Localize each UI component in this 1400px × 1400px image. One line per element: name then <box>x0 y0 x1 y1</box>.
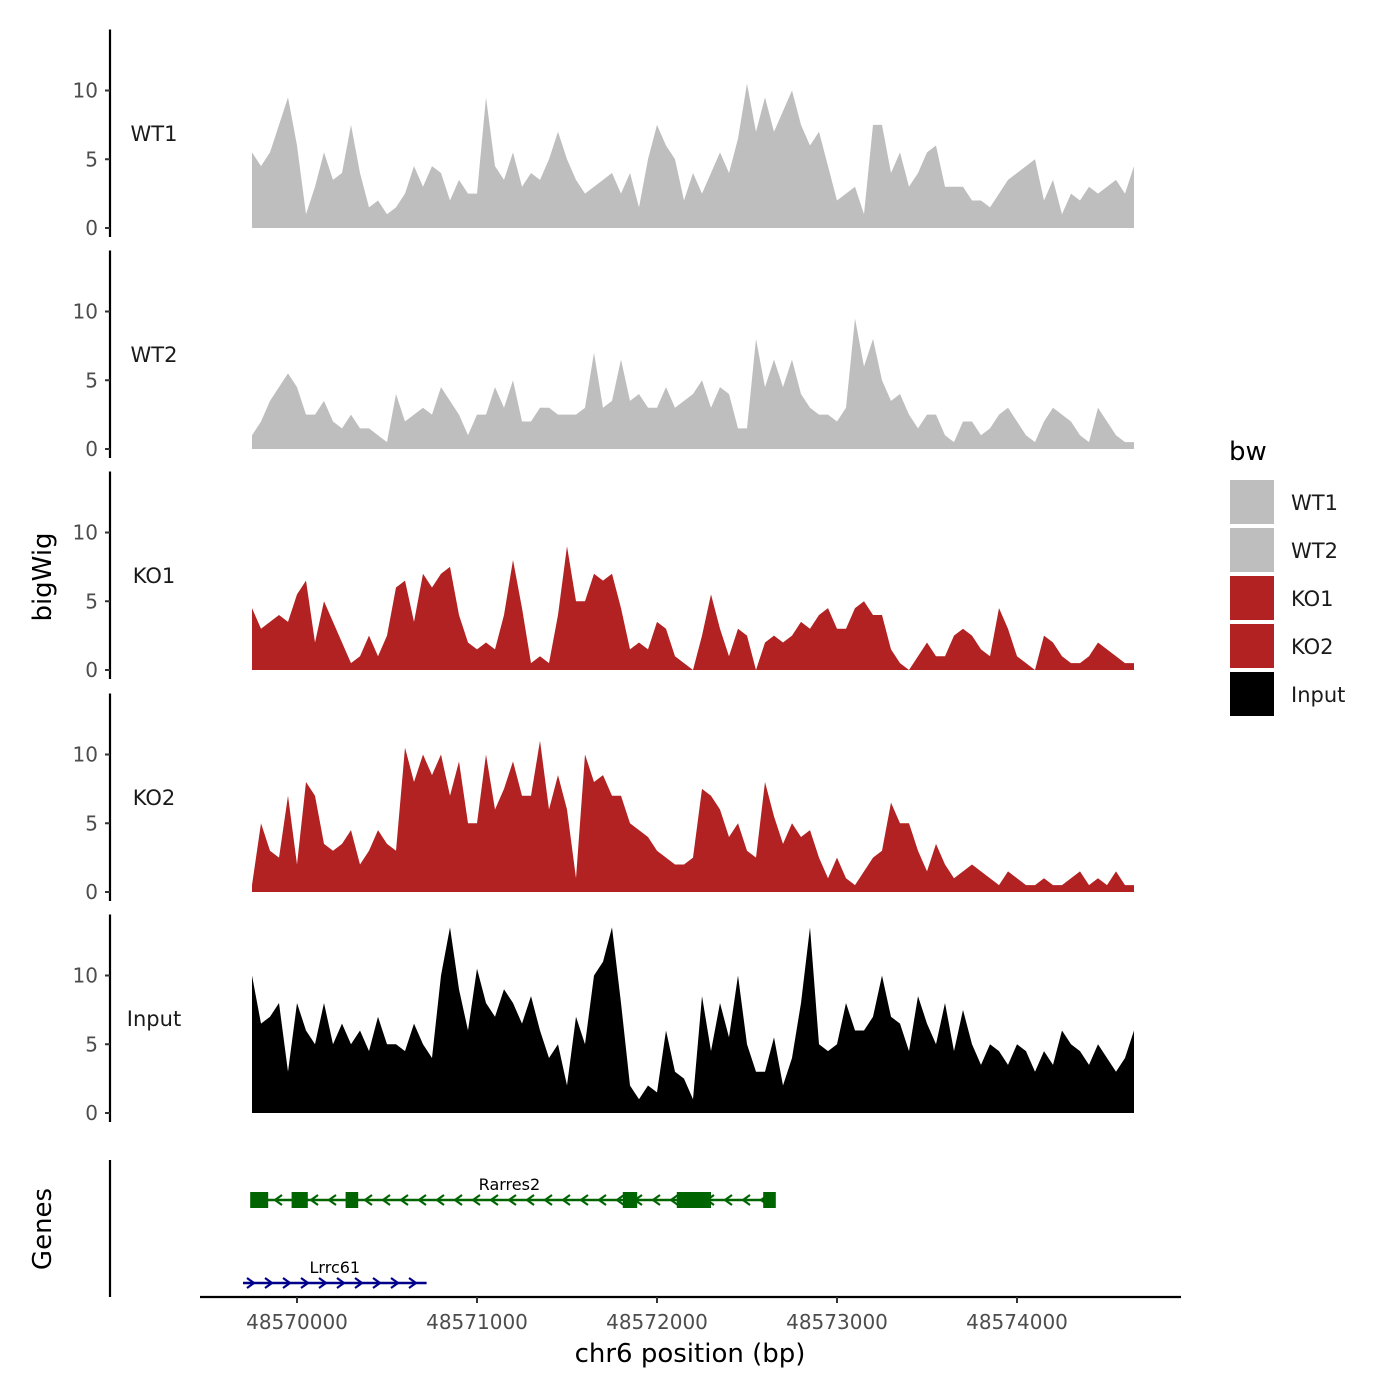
y-tick-label: 10 <box>73 79 98 103</box>
strand-arrow <box>561 1194 571 1206</box>
strand-arrow <box>309 1194 319 1206</box>
y-tick-label: 5 <box>85 1032 98 1056</box>
coverage-area-wt1 <box>252 83 1134 228</box>
track-label: KO1 <box>133 564 176 588</box>
gene-track: Rarres2 Lrrc61 <box>108 1160 776 1297</box>
strand-arrow <box>246 1277 256 1289</box>
track-ko1: 0 5 10 KO1 <box>73 471 1134 682</box>
y-tick-label: 10 <box>73 743 98 767</box>
strand-arrow <box>525 1194 535 1206</box>
x-axis: 48570000 48571000 48572000 48573000 48574000 <box>200 1295 1181 1334</box>
y-tick-label: 10 <box>73 964 98 988</box>
strand-arrow <box>615 1194 625 1206</box>
strand-arrow <box>336 1277 346 1289</box>
exon <box>676 1192 711 1208</box>
coverage-area-ko1 <box>252 546 1134 670</box>
strand-arrow <box>471 1194 481 1206</box>
legend-title: bw <box>1229 437 1267 467</box>
x-tick-label: 48572000 <box>606 1310 708 1334</box>
track-label: KO2 <box>133 786 176 810</box>
exon <box>291 1192 308 1208</box>
y-tick-label: 0 <box>85 216 98 240</box>
legend-label: KO2 <box>1291 635 1334 659</box>
legend-label: WT1 <box>1291 491 1338 515</box>
y-tick-label: 10 <box>73 521 98 545</box>
y-tick-label: 0 <box>85 880 98 904</box>
strand-arrow <box>489 1194 499 1206</box>
y-tick-label: 10 <box>73 300 98 324</box>
gene-rarres2: Rarres2 <box>250 1175 776 1208</box>
strand-arrow <box>597 1194 607 1206</box>
y-axis-title: bigWig <box>28 532 58 621</box>
y-tick-label: 5 <box>85 147 98 171</box>
exon <box>345 1192 359 1208</box>
legend-label: WT2 <box>1291 539 1338 563</box>
strand-arrow <box>669 1194 679 1206</box>
strand-arrow <box>264 1277 274 1289</box>
track-ko2: 0 5 10 KO2 <box>73 693 1134 904</box>
strand-arrow <box>507 1194 517 1206</box>
strand-arrow <box>381 1194 391 1206</box>
legend: bw WT1 WT2 KO1 KO2 Input <box>1229 437 1345 716</box>
legend-swatch-ko1 <box>1230 576 1274 620</box>
strand-arrow <box>282 1277 292 1289</box>
x-tick-label: 48574000 <box>966 1310 1068 1334</box>
strand-arrow <box>453 1194 463 1206</box>
gene-lrrc61: Lrrc61 <box>243 1258 427 1289</box>
y-tick-label: 5 <box>85 368 98 392</box>
y-tick-label: 0 <box>85 437 98 461</box>
strand-arrow <box>417 1194 427 1206</box>
strand-arrow <box>435 1194 445 1206</box>
y-tick-label: 5 <box>85 589 98 613</box>
exon <box>622 1192 638 1208</box>
y-tick-label: 5 <box>85 811 98 835</box>
legend-swatch-input <box>1230 672 1274 716</box>
strand-arrow <box>579 1194 589 1206</box>
strand-arrow <box>273 1194 283 1206</box>
strand-arrow <box>723 1194 733 1206</box>
y-tick-label: 0 <box>85 658 98 682</box>
gene-label: Rarres2 <box>479 1175 540 1194</box>
strand-arrow <box>741 1194 751 1206</box>
y-tick-label: 0 <box>85 1101 98 1125</box>
coverage-area-input <box>252 927 1134 1113</box>
legend-swatch-wt2 <box>1230 528 1274 572</box>
track-wt2: 0 5 10 WT2 <box>73 250 1134 461</box>
track-label: WT1 <box>131 122 178 146</box>
strand-arrow <box>372 1277 382 1289</box>
gene-label: Lrrc61 <box>310 1258 361 1277</box>
strand-arrow <box>318 1277 328 1289</box>
strand-arrow <box>354 1277 364 1289</box>
coverage-area-wt2 <box>252 318 1134 449</box>
strand-arrow <box>390 1277 400 1289</box>
track-input: 0 5 10 Input <box>73 914 1134 1125</box>
coverage-area-ko2 <box>252 740 1134 892</box>
strand-arrow <box>327 1194 337 1206</box>
legend-label: Input <box>1291 683 1345 707</box>
x-tick-label: 48571000 <box>426 1310 528 1334</box>
strand-arrow <box>408 1277 418 1289</box>
x-tick-label: 48573000 <box>786 1310 888 1334</box>
track-label: WT2 <box>131 343 178 367</box>
genes-axis-title: Genes <box>28 1188 58 1270</box>
track-label: Input <box>127 1007 181 1031</box>
coverage-tracks: 0 5 10 WT1 0 5 10 WT2 0 5 10 KO1 0 5 10 KO2 0 5 10 Input <box>73 29 1134 1125</box>
strand-arrow <box>543 1194 553 1206</box>
exon <box>763 1192 776 1208</box>
exon <box>250 1192 269 1208</box>
legend-swatch-ko2 <box>1230 624 1274 668</box>
strand-arrow <box>399 1194 409 1206</box>
strand-arrow <box>651 1194 661 1206</box>
x-tick-label: 48570000 <box>246 1310 348 1334</box>
legend-label: KO1 <box>1291 587 1334 611</box>
legend-swatch-wt1 <box>1230 480 1274 524</box>
strand-arrow <box>300 1277 310 1289</box>
x-axis-title: chr6 position (bp) <box>575 1339 806 1369</box>
strand-arrow <box>363 1194 373 1206</box>
track-wt1: 0 5 10 WT1 <box>73 29 1134 240</box>
